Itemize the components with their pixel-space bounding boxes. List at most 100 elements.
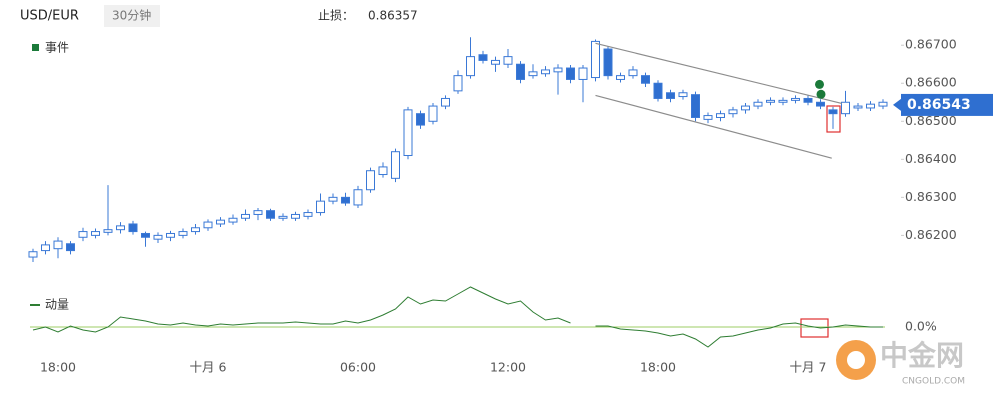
candle-body (216, 219, 225, 225)
candle-body (653, 82, 663, 99)
channel-line (595, 94, 832, 159)
price-tag-label: 0.86543 (907, 97, 971, 113)
x-tick-label: 18:00 (640, 360, 676, 375)
candle-body (278, 215, 288, 219)
y-tick-label: 0.86300 (905, 189, 957, 204)
y-tick-label: 0.86700 (905, 37, 957, 52)
candle-body (53, 240, 63, 250)
highlight-box (826, 105, 841, 133)
candle-body (703, 115, 713, 120)
candle-body (828, 109, 838, 115)
candle-body (466, 56, 475, 77)
candle-body (841, 101, 850, 115)
momentum-tick-label: 0.0% (905, 319, 937, 334)
candle-body (341, 196, 350, 204)
candle-body (716, 113, 725, 118)
candle-body (853, 105, 863, 109)
candle-body (641, 75, 650, 84)
y-tick-label: 0.86200 (905, 227, 957, 242)
candle-body (116, 225, 125, 231)
candle-body (753, 101, 763, 107)
candle-body (578, 67, 588, 80)
candle-body (791, 97, 800, 101)
interval-bg (104, 5, 160, 27)
candle-body (416, 113, 425, 126)
candle-body (591, 40, 600, 79)
candle-body (141, 232, 150, 238)
candle-body (766, 99, 775, 103)
events-legend-swatch (32, 44, 39, 51)
x-tick-label: 18:00 (40, 360, 76, 375)
candle-body (191, 227, 200, 233)
candle-body (41, 244, 50, 252)
candle-body (603, 48, 613, 77)
candle-body (728, 109, 738, 115)
candle-body (878, 101, 888, 107)
candle-body (453, 75, 463, 92)
candle-body (353, 189, 363, 206)
candle-body (816, 101, 825, 107)
x-tick-label: 十月 7 (790, 360, 827, 375)
candle-body (78, 231, 88, 238)
candle-body (166, 232, 175, 238)
candle-body (553, 67, 563, 73)
candle-body (228, 217, 238, 223)
watermark-logo (847, 351, 865, 369)
candle-body (253, 210, 263, 215)
watermark-site: CNGOLD.COM (902, 377, 965, 387)
candle-body (566, 67, 575, 80)
event-marker (816, 89, 826, 99)
candle-body (66, 243, 75, 252)
candle-body (378, 166, 388, 176)
interval[interactable]: 30分钟 (112, 8, 151, 23)
candle-body (541, 69, 550, 75)
candle-body (366, 170, 375, 191)
candle-body (478, 54, 488, 61)
momentum-line (32, 286, 883, 348)
candle-body (153, 234, 163, 240)
x-tick-label: 06:00 (340, 360, 376, 375)
candle-body (516, 63, 525, 80)
candle-body (503, 56, 513, 65)
candle-body (778, 99, 788, 103)
candle-body (428, 105, 438, 122)
candle-body (741, 105, 750, 111)
momentum-legend: 动量 (45, 298, 69, 312)
candle-body (391, 151, 400, 179)
candle-body (691, 94, 700, 118)
candle-body (403, 109, 413, 157)
y-tick-label: 0.86400 (905, 151, 957, 166)
y-tick-label: 0.86600 (905, 75, 957, 90)
candle-body (666, 92, 675, 99)
candle-body (303, 212, 313, 217)
candle-body (128, 223, 138, 233)
candle-body (241, 213, 250, 219)
candle-body (103, 229, 113, 233)
candle-body (616, 75, 625, 80)
highlight-box (800, 318, 829, 338)
candle-body (328, 196, 338, 202)
candle-body (91, 231, 100, 236)
symbol: USD/EUR (20, 9, 79, 24)
candle-body (203, 221, 213, 229)
candle-body (266, 210, 275, 219)
candle-body (491, 59, 500, 65)
candle-body (678, 92, 688, 98)
stop-value: 0.86357 (368, 9, 418, 23)
events-legend: 事件 (45, 41, 69, 55)
candle-body (28, 251, 38, 258)
candle-body (866, 103, 875, 109)
price-tag (901, 93, 993, 116)
channel-line (595, 42, 842, 104)
event-marker (815, 79, 824, 89)
price-tag-arrow (893, 98, 901, 111)
candle-body (291, 213, 300, 219)
stop-label: 止损： (318, 9, 354, 23)
watermark-brand: 中金网 (880, 339, 964, 372)
y-tick-label: 0.86500 (905, 113, 957, 128)
candle-body (178, 231, 188, 236)
x-tick-label: 12:00 (490, 360, 526, 375)
candle-body (316, 200, 325, 214)
x-tick-label: 十月 6 (190, 360, 227, 375)
